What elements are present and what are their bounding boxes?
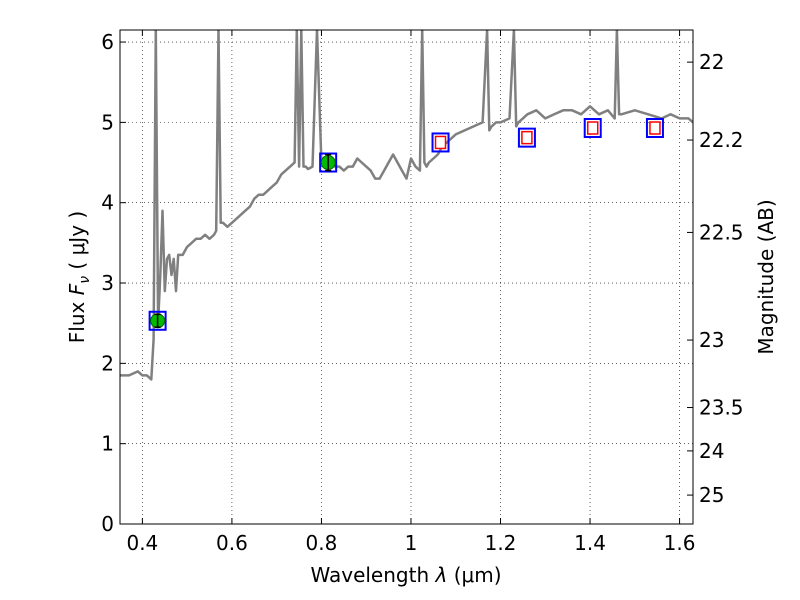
y2-tick-label: 24 xyxy=(699,439,724,463)
x-tick-label: 0.6 xyxy=(216,531,248,555)
photometry-box xyxy=(148,310,167,331)
y2-tick-label: 23.5 xyxy=(699,396,744,420)
y2-axis-label: Magnitude (AB) xyxy=(754,199,778,354)
x-tick-label: 0.8 xyxy=(306,531,338,555)
photometry-box xyxy=(431,132,450,153)
photometry-point-model xyxy=(583,117,602,138)
spectrum-layer xyxy=(120,30,693,381)
x-axis-label: Wavelength λ (μm) xyxy=(310,563,501,587)
photometry-point-model xyxy=(645,117,664,138)
photometry-point-detected xyxy=(319,152,338,173)
y-axis-label: Flux Fν ( μJy ) xyxy=(65,211,93,343)
x-tick-label: 1 xyxy=(405,531,418,555)
photometry-point-detected xyxy=(148,310,167,331)
y-tick-label: 5 xyxy=(101,110,114,134)
ticks: 0.4 0.6 0.8 1 1.2 1.4 1.601234562222.222.52323… xyxy=(101,30,744,555)
x-tick-label: 1.2 xyxy=(485,531,517,555)
y-tick-label: 3 xyxy=(101,271,114,295)
model-marker xyxy=(586,121,599,135)
y-tick-label: 1 xyxy=(101,432,114,456)
photometry-point-model xyxy=(517,127,536,148)
x-tick-label: 0.4 xyxy=(126,531,158,555)
y-tick-label: 2 xyxy=(101,351,114,375)
y2-tick-label: 22 xyxy=(699,50,724,74)
y2-tick-label: 22.2 xyxy=(699,128,744,152)
model-marker xyxy=(434,135,447,150)
photometry-box xyxy=(583,117,602,138)
photometry-layer xyxy=(148,117,664,331)
y-tick-label: 6 xyxy=(101,30,114,54)
y2-tick-label: 22.5 xyxy=(699,220,744,244)
photometry-box xyxy=(517,127,536,148)
y-tick-label: 0 xyxy=(101,512,114,536)
spectrum-line xyxy=(120,30,693,381)
model-marker xyxy=(649,121,661,135)
y2-tick-label: 25 xyxy=(699,483,724,507)
x-tick-label: 1.4 xyxy=(574,531,606,555)
grid xyxy=(120,30,693,524)
photometry-point-model xyxy=(431,132,450,153)
model-marker xyxy=(521,130,533,145)
plot-frame xyxy=(119,29,694,525)
x-tick-label: 1.6 xyxy=(664,531,696,555)
y-tick-label: 4 xyxy=(101,191,114,215)
photometry-box xyxy=(319,152,338,173)
photometry-box xyxy=(645,117,664,138)
y2-tick-label: 23 xyxy=(699,328,724,352)
